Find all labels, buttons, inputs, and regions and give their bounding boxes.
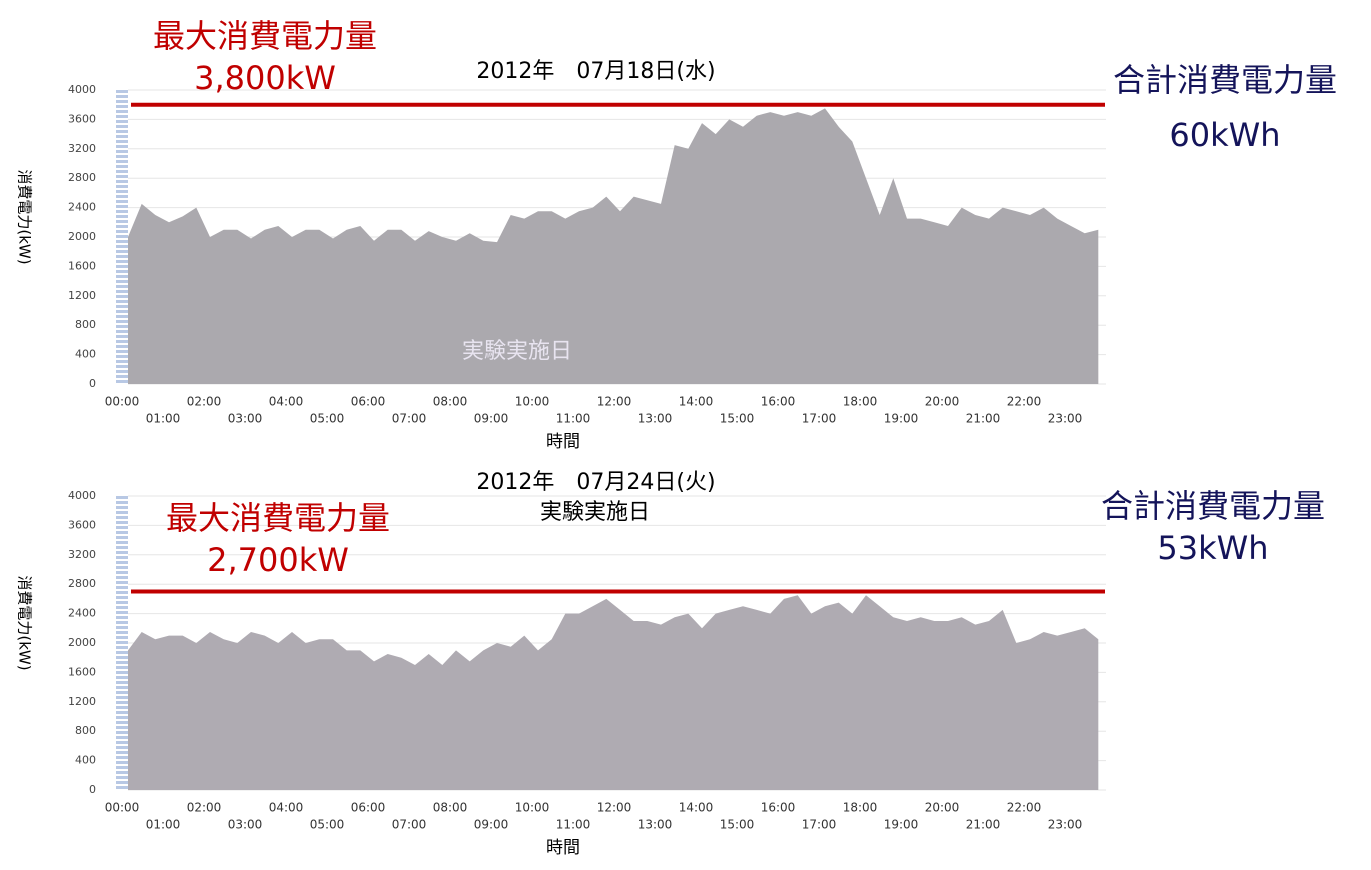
x-tick-label: 02:00 xyxy=(187,801,222,815)
x-tick-label: 23:00 xyxy=(1048,818,1083,832)
y-tick-label: 400 xyxy=(75,348,96,361)
y-tick-label: 2400 xyxy=(68,607,96,620)
y-axis-label: 消費電力(kW) xyxy=(16,575,34,670)
y-tick-label: 3600 xyxy=(68,518,96,531)
y-tick-label: 4000 xyxy=(68,489,96,502)
peak-title: 最大消費電力量 xyxy=(166,499,390,537)
x-tick-label: 11:00 xyxy=(556,412,591,426)
y-tick-label: 2800 xyxy=(68,171,96,184)
x-tick-label: 23:00 xyxy=(1048,412,1083,426)
x-tick-label: 11:00 xyxy=(556,818,591,832)
y-tick-label: 3200 xyxy=(68,142,96,155)
x-tick-label: 17:00 xyxy=(802,818,837,832)
y-tick-label: 1200 xyxy=(68,695,96,708)
chart-title: 2012年 07月18日(水) xyxy=(476,59,715,84)
total-title: 合計消費電力量 xyxy=(1113,61,1337,99)
x-tick-label: 20:00 xyxy=(925,395,960,409)
x-tick-label: 22:00 xyxy=(1007,801,1042,815)
chart-title: 2012年 07月24日(火) xyxy=(476,470,715,495)
x-tick-label: 10:00 xyxy=(515,801,550,815)
y-tick-label: 0 xyxy=(89,783,96,796)
y-tick-label: 2400 xyxy=(68,201,96,214)
x-tick-label: 19:00 xyxy=(884,412,919,426)
x-tick-label: 21:00 xyxy=(966,412,1001,426)
x-tick-label: 01:00 xyxy=(146,818,181,832)
area xyxy=(128,108,1099,385)
x-tick-label: 00:00 xyxy=(105,801,140,815)
total-label: 53kWh xyxy=(1157,529,1268,567)
x-tick-label: 16:00 xyxy=(761,801,796,815)
x-tick-label: 04:00 xyxy=(269,801,304,815)
x-tick-label: 02:00 xyxy=(187,395,222,409)
y-tick-label: 0 xyxy=(89,377,96,390)
x-tick-label: 14:00 xyxy=(679,395,714,409)
y-tick-label: 1600 xyxy=(68,665,96,678)
x-tick-label: 03:00 xyxy=(228,412,263,426)
y-tick-label: 800 xyxy=(75,318,96,331)
x-tick-label: 03:00 xyxy=(228,818,263,832)
x-tick-label: 20:00 xyxy=(925,801,960,815)
x-tick-label: 01:00 xyxy=(146,412,181,426)
peak-label: 2,700kW xyxy=(207,541,349,579)
total-title: 合計消費電力量 xyxy=(1101,487,1325,525)
y-tick-label: 2800 xyxy=(68,577,96,590)
x-tick-label: 18:00 xyxy=(843,801,878,815)
x-tick-label: 19:00 xyxy=(884,818,919,832)
x-tick-label: 21:00 xyxy=(966,818,1001,832)
y-axis-label: 消費電力(kW) xyxy=(16,169,34,264)
x-tick-label: 10:00 xyxy=(515,395,550,409)
x-tick-label: 22:00 xyxy=(1007,395,1042,409)
x-tick-label: 14:00 xyxy=(679,801,714,815)
y-tick-label: 400 xyxy=(75,754,96,767)
x-tick-label: 06:00 xyxy=(351,801,386,815)
y-tick-label: 800 xyxy=(75,724,96,737)
y-tick-label: 2000 xyxy=(68,636,96,649)
x-tick-label: 09:00 xyxy=(474,818,509,832)
chart: 0 400 800 1200 1600 2000 2400 2800 3200 3600 4000 0… xyxy=(16,17,1338,452)
x-tick-label: 07:00 xyxy=(392,818,427,832)
x-tick-label: 08:00 xyxy=(433,395,468,409)
x-tick-label: 15:00 xyxy=(720,818,755,832)
y-tick-label: 4000 xyxy=(68,83,96,96)
peak-title: 最大消費電力量 xyxy=(153,17,377,55)
x-tick-label: 16:00 xyxy=(761,395,796,409)
x-tick-label: 15:00 xyxy=(720,412,755,426)
x-tick-label: 05:00 xyxy=(310,818,345,832)
x-axis-label: 時間 xyxy=(546,432,580,452)
x-tick-label: 13:00 xyxy=(638,412,673,426)
total-label: 60kWh xyxy=(1169,116,1280,154)
x-tick-label: 18:00 xyxy=(843,395,878,409)
y-tick-label: 1200 xyxy=(68,289,96,302)
x-tick-label: 13:00 xyxy=(638,818,673,832)
y-tick-label: 2000 xyxy=(68,230,96,243)
y-tick-label: 3600 xyxy=(68,112,96,125)
y-tick-label: 3200 xyxy=(68,548,96,561)
x-tick-label: 06:00 xyxy=(351,395,386,409)
x-tick-label: 05:00 xyxy=(310,412,345,426)
x-tick-label: 00:00 xyxy=(105,395,140,409)
chart: 0 400 800 1200 1600 2000 2400 2800 3200 3600 4000 0… xyxy=(16,470,1326,858)
x-tick-label: 08:00 xyxy=(433,801,468,815)
x-tick-label: 04:00 xyxy=(269,395,304,409)
x-tick-label: 12:00 xyxy=(597,801,632,815)
annotation: 実験実施日 xyxy=(462,339,572,364)
annotation: 実験実施日 xyxy=(540,500,650,525)
x-axis-label: 時間 xyxy=(546,838,580,858)
x-tick-label: 12:00 xyxy=(597,395,632,409)
peak-label: 3,800kW xyxy=(194,59,336,97)
x-tick-label: 09:00 xyxy=(474,412,509,426)
x-tick-label: 17:00 xyxy=(802,412,837,426)
x-tick-label: 07:00 xyxy=(392,412,427,426)
area xyxy=(128,595,1099,790)
y-tick-label: 1600 xyxy=(68,259,96,272)
